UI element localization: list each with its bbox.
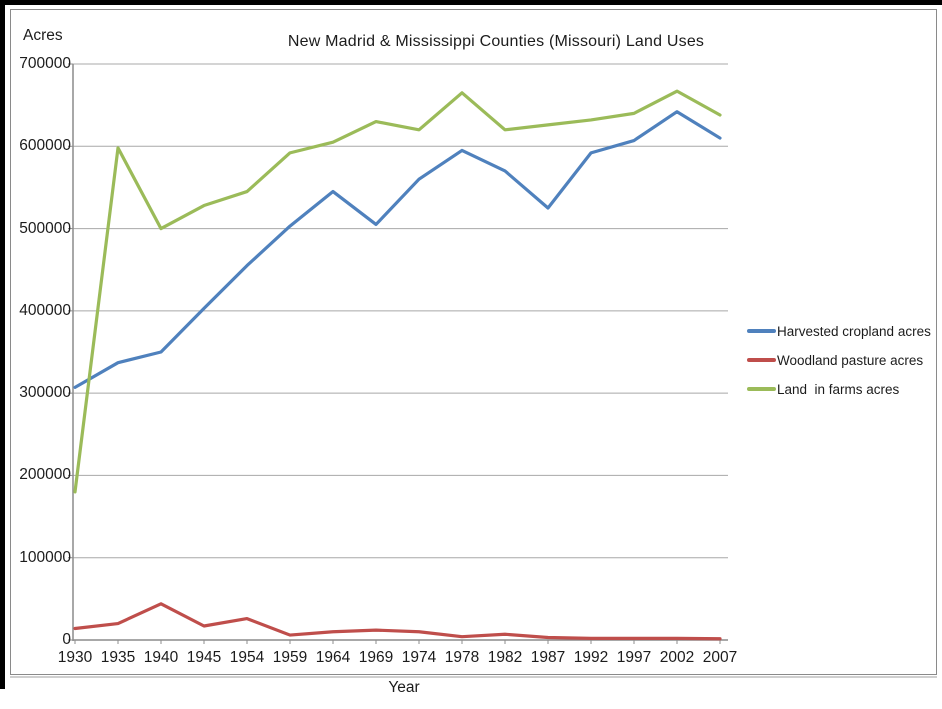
series-line-woodland-pasture-acres — [73, 602, 722, 641]
chart-border-shadow — [10, 676, 937, 678]
x-tick-label: 1940 — [143, 649, 179, 666]
x-tick-label: 1982 — [487, 649, 523, 666]
chart-legend: Harvested cropland acres Woodland pasture… — [747, 322, 931, 398]
series-line-land-in-farms-acres — [73, 89, 722, 494]
x-tick-label: 1969 — [358, 649, 394, 666]
y-tick-label: 300000 — [19, 384, 71, 402]
y-tick-label: 100000 — [19, 548, 71, 566]
y-tick-label: 500000 — [19, 219, 71, 237]
y-tick-label: 0 — [62, 631, 71, 648]
legend-label: Woodland pasture acres — [777, 352, 924, 368]
legend-label: Harvested cropland acres — [777, 323, 931, 339]
legend-item: Woodland pasture acres — [747, 351, 931, 369]
x-tick-label: 1935 — [100, 649, 136, 666]
legend-label: Land in farms acres — [777, 381, 900, 397]
x-tick-label: 2002 — [659, 649, 695, 666]
x-tick-label: 1997 — [616, 649, 652, 666]
x-axis-title: Year — [388, 679, 420, 696]
series-line-harvested-cropland-acres — [73, 110, 722, 389]
y-tick-label: 400000 — [19, 301, 71, 319]
x-tick-label: 1978 — [444, 649, 480, 666]
x-tick-label: 1945 — [186, 649, 222, 666]
y-axis-title: Acres — [23, 27, 63, 44]
y-tick-label: 700000 — [19, 55, 71, 72]
x-tick-label: 1974 — [401, 649, 437, 666]
legend-swatch — [747, 386, 776, 392]
chart-border — [10, 9, 937, 675]
x-tick-label: 1959 — [272, 649, 308, 666]
legend-swatch — [747, 328, 776, 334]
y-tick-label: 200000 — [19, 466, 71, 484]
legend-item: Land in farms acres — [747, 380, 931, 398]
legend-item: Harvested cropland acres — [747, 322, 931, 340]
legend-swatch — [747, 357, 776, 363]
x-tick-label: 1992 — [573, 649, 609, 666]
x-tick-label: 1964 — [315, 649, 351, 666]
x-tick-label: 1954 — [229, 649, 265, 666]
x-tick-label: 1987 — [530, 649, 566, 666]
top-black-bar — [0, 0, 942, 5]
x-tick-label: 2007 — [702, 649, 738, 666]
y-tick-label: 600000 — [19, 137, 71, 155]
left-black-bar — [0, 0, 5, 689]
chart-title: New Madrid & Mississippi Counties (Misso… — [287, 33, 705, 50]
x-tick-label: 1930 — [57, 649, 93, 666]
